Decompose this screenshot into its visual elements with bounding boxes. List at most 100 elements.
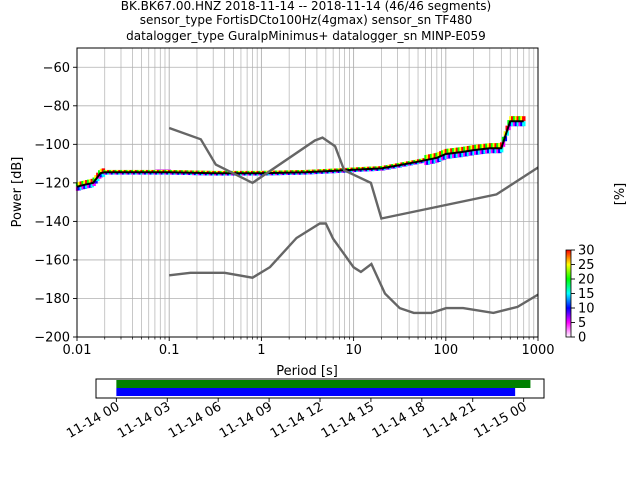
timeline-tick-label: 11-14 03 [115, 399, 173, 441]
y-tick-label: −100 [34, 138, 70, 153]
histogram-cell [385, 165, 390, 168]
histogram-cell [160, 172, 165, 175]
histogram-cell [324, 171, 329, 174]
histogram-cell [105, 169, 109, 173]
histogram-cell [448, 148, 452, 154]
histogram-cell [271, 170, 275, 173]
histogram-cell [313, 169, 318, 172]
histogram-cell [221, 170, 225, 174]
histogram-cell [129, 172, 133, 175]
histogram-cell [116, 169, 120, 173]
histogram-cell [479, 149, 484, 155]
histogram-cell [405, 161, 410, 164]
histogram-cell [79, 181, 83, 186]
histogram-cell [282, 172, 286, 176]
histogram-cell [490, 143, 495, 149]
histogram-cell [133, 169, 137, 173]
histogram-cell [387, 164, 391, 168]
histogram-cell [166, 169, 170, 173]
histogram-cell [121, 172, 126, 175]
timeline-tick-label: 11-14 12 [268, 399, 326, 441]
histogram-cell [306, 172, 310, 175]
histogram-cell [374, 166, 378, 169]
histogram-cell [88, 179, 93, 184]
histogram-cell [136, 172, 141, 175]
y-tick-label: −140 [34, 215, 70, 230]
histogram-cell [304, 169, 308, 173]
y-tick-label: −80 [43, 99, 70, 114]
timeline-tick-label: 11-14 15 [319, 399, 377, 441]
histogram-cell [99, 168, 104, 174]
histogram-cell [383, 167, 388, 171]
histogram-cell [452, 148, 456, 154]
histogram-cell [81, 185, 85, 190]
histogram-cell [252, 170, 257, 174]
histogram-cell [488, 148, 493, 154]
histogram-cell [455, 147, 460, 153]
histogram-cell [455, 152, 460, 158]
histogram-cell [184, 170, 189, 173]
histogram-cell [383, 165, 388, 168]
noise-model-high [168, 126, 539, 220]
histogram-cell [79, 185, 83, 190]
histogram-cell [431, 153, 436, 159]
histogram-cell [450, 148, 454, 154]
histogram-cell [193, 170, 198, 173]
histogram-cell [418, 158, 423, 162]
histogram-cell [326, 171, 331, 174]
histogram-cell [365, 166, 369, 170]
y-tick-label: −120 [34, 176, 70, 191]
histogram-cell [439, 156, 443, 162]
histogram-cell [145, 172, 150, 175]
histogram-cell [393, 166, 397, 169]
histogram-cell [238, 173, 242, 176]
histogram-cell [374, 168, 378, 171]
histogram-cell [177, 172, 181, 175]
histogram-cell [463, 146, 467, 152]
histogram-cell [466, 145, 471, 151]
histogram-cell [492, 148, 497, 154]
y-tick-label: −200 [34, 331, 70, 346]
histogram-cell [444, 148, 449, 154]
timeline-tick-label: 11-14 09 [217, 399, 275, 441]
histogram-cell [400, 162, 404, 165]
histogram-cell [422, 160, 426, 163]
histogram-cell [210, 173, 214, 176]
histogram-cell [169, 170, 174, 173]
histogram-cell [114, 172, 118, 175]
histogram-cell [239, 170, 244, 174]
histogram-cell [387, 167, 391, 170]
histogram-cell [77, 181, 82, 187]
histogram-cell [144, 172, 148, 175]
histogram-cell [129, 169, 133, 173]
histogram-cell [512, 116, 517, 122]
histogram-cell [291, 170, 296, 173]
histogram-cell [483, 143, 487, 149]
histogram-cell [145, 169, 150, 173]
histogram-cell [317, 171, 321, 174]
timeline-tick-label: 11-14 00 [64, 399, 122, 441]
histogram-cell [280, 172, 284, 176]
histogram-cell [420, 158, 425, 161]
noise-model-low [169, 222, 539, 315]
timeline-bars [116, 380, 531, 396]
histogram-cell [147, 172, 152, 175]
histogram-cell [398, 165, 402, 168]
histogram-cell [125, 172, 130, 175]
histogram-cell [206, 170, 211, 174]
histogram-cell [433, 153, 437, 159]
mode-line [76, 120, 524, 188]
histogram-cell [308, 172, 312, 175]
histogram-cell [289, 172, 294, 175]
histogram-cell [490, 148, 495, 154]
histogram-cell [151, 169, 155, 173]
histogram-cell [415, 161, 419, 165]
histogram-cell [300, 170, 305, 173]
histogram-cell [217, 173, 222, 176]
colorbar-tick-label: 25 [578, 258, 595, 273]
histogram-cell [75, 186, 80, 191]
histogram-cell [365, 169, 369, 172]
histogram-cell [470, 145, 474, 151]
histogram-cell [182, 170, 187, 173]
